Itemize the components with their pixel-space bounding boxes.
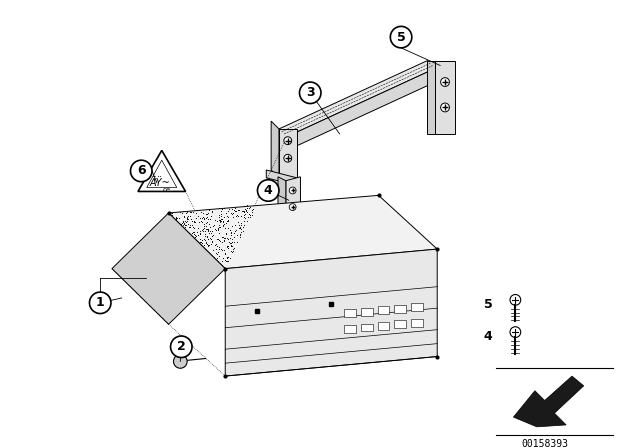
Polygon shape	[361, 308, 372, 316]
Circle shape	[390, 26, 412, 48]
Polygon shape	[287, 69, 435, 151]
Circle shape	[300, 82, 321, 103]
Polygon shape	[112, 213, 225, 324]
Polygon shape	[378, 306, 389, 314]
Circle shape	[510, 294, 521, 305]
Polygon shape	[278, 177, 286, 222]
Text: 00158393: 00158393	[521, 439, 568, 448]
Text: 1: 1	[96, 296, 104, 309]
Circle shape	[440, 103, 449, 112]
Circle shape	[170, 336, 192, 358]
Circle shape	[289, 204, 296, 211]
Polygon shape	[286, 177, 300, 222]
Polygon shape	[168, 195, 437, 269]
Circle shape	[289, 187, 296, 194]
Text: 4: 4	[264, 184, 273, 197]
Polygon shape	[435, 60, 455, 134]
Circle shape	[173, 354, 187, 368]
Polygon shape	[279, 60, 435, 137]
Polygon shape	[344, 310, 356, 317]
Circle shape	[284, 154, 292, 162]
Circle shape	[510, 327, 521, 337]
Text: 4: 4	[484, 331, 492, 344]
Text: 2: 2	[177, 340, 186, 353]
Polygon shape	[394, 305, 406, 313]
Polygon shape	[394, 320, 406, 328]
Polygon shape	[225, 249, 437, 376]
Text: 6: 6	[137, 164, 145, 177]
Polygon shape	[271, 121, 279, 178]
Polygon shape	[361, 323, 372, 332]
Polygon shape	[344, 325, 356, 333]
Polygon shape	[513, 376, 584, 427]
Circle shape	[284, 137, 292, 145]
Polygon shape	[428, 60, 435, 134]
Polygon shape	[411, 303, 422, 311]
Polygon shape	[378, 322, 389, 330]
Text: ce: ce	[163, 187, 171, 194]
Circle shape	[90, 292, 111, 314]
Polygon shape	[138, 151, 186, 191]
Text: ÃŸ~: ÃŸ~	[149, 178, 170, 188]
Polygon shape	[279, 129, 296, 178]
Polygon shape	[266, 170, 296, 185]
Polygon shape	[411, 319, 422, 327]
Text: 3: 3	[306, 86, 314, 99]
Circle shape	[257, 180, 279, 201]
Circle shape	[440, 78, 449, 86]
Text: 5: 5	[397, 30, 406, 43]
Text: 5: 5	[484, 298, 492, 311]
Circle shape	[131, 160, 152, 182]
Polygon shape	[147, 160, 177, 188]
